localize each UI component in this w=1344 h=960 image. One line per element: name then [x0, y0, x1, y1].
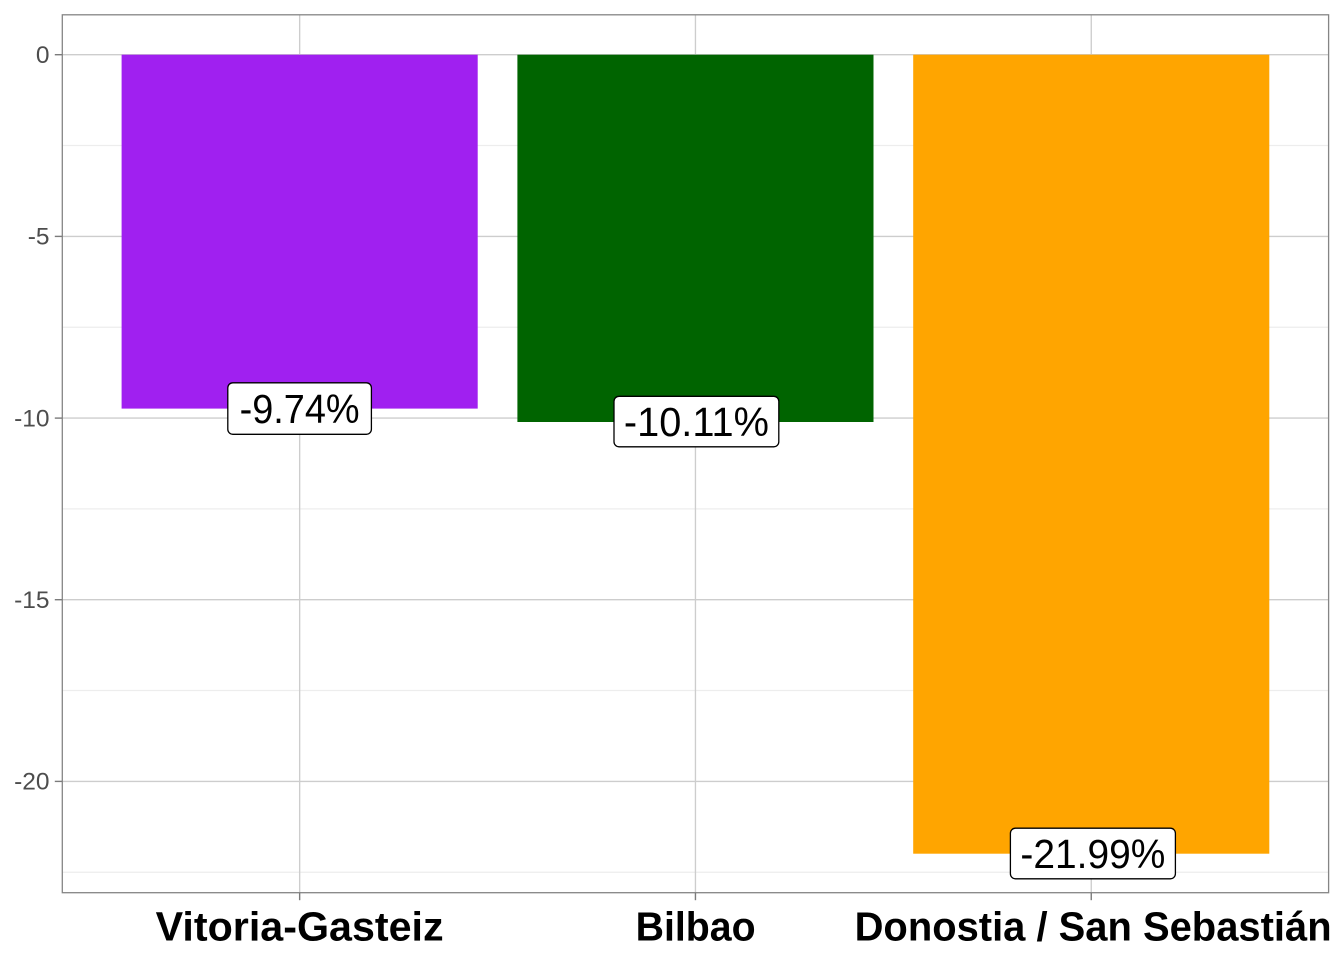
- svg-text:-20: -20: [14, 769, 49, 796]
- svg-text:-9.74%: -9.74%: [240, 386, 360, 432]
- svg-text:0: 0: [36, 42, 50, 69]
- svg-text:-15: -15: [14, 587, 49, 614]
- svg-text:-10: -10: [14, 405, 49, 432]
- svg-text:Bilbao: Bilbao: [636, 903, 756, 949]
- svg-text:-5: -5: [28, 224, 50, 251]
- svg-text:-21.99%: -21.99%: [1020, 831, 1165, 877]
- svg-text:Vitoria-Gasteiz: Vitoria-Gasteiz: [156, 903, 444, 949]
- svg-text:-10.11%: -10.11%: [624, 399, 769, 445]
- svg-text:Donostia / San Sebastián: Donostia / San Sebastián: [855, 903, 1332, 949]
